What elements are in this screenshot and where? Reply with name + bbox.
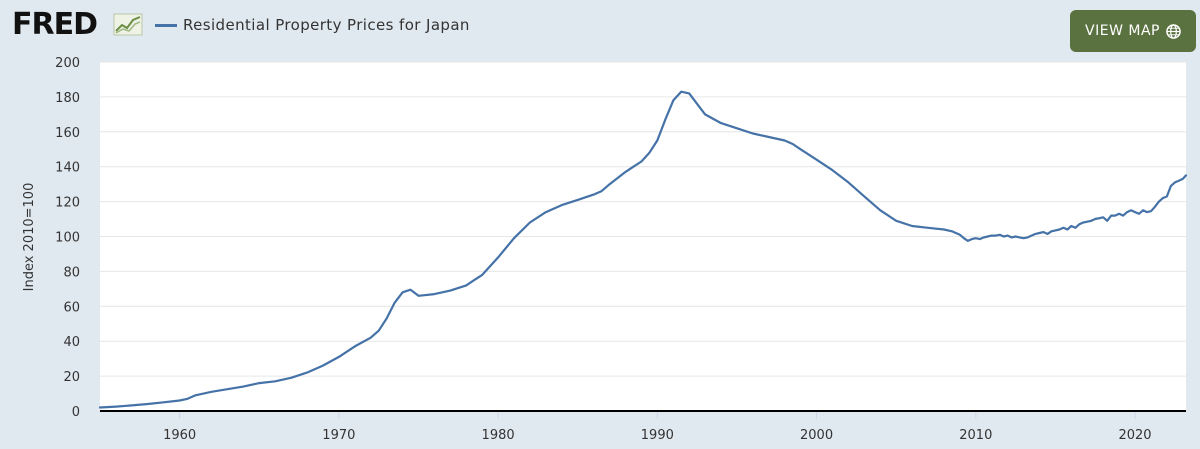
x-axis-ticks: 1960 1970 1980 1990 2000 2010 2020 xyxy=(163,411,1152,443)
y-tick-label: 80 xyxy=(63,265,80,280)
x-tick-label: 2020 xyxy=(1118,428,1151,443)
header: FRED Residential Property Prices for Jap… xyxy=(0,0,1200,60)
y-tick-label: 60 xyxy=(63,300,80,315)
legend-label: Residential Property Prices for Japan xyxy=(183,16,470,34)
line-graph-icon xyxy=(113,13,143,36)
view-map-button[interactable]: VIEW MAP xyxy=(1070,10,1196,52)
x-tick-label: 1960 xyxy=(163,428,196,443)
y-tick-label: 20 xyxy=(63,370,80,385)
x-tick-label: 1970 xyxy=(322,428,355,443)
y-tick-label: 0 xyxy=(72,405,80,420)
y-axis-title: Index 2010=100 xyxy=(22,183,37,292)
x-tick-label: 2000 xyxy=(800,428,833,443)
y-tick-label: 180 xyxy=(55,91,80,106)
legend-swatch xyxy=(155,23,177,27)
x-tick-label: 1990 xyxy=(641,428,674,443)
y-tick-label: 40 xyxy=(63,335,80,350)
y-axis-ticks: 0 20 40 60 80 100 120 140 160 180 200 xyxy=(55,56,80,420)
grid-lines xyxy=(100,61,1186,377)
view-map-label: VIEW MAP xyxy=(1085,23,1160,39)
y-tick-label: 200 xyxy=(55,56,80,71)
chart-legend: Residential Property Prices for Japan xyxy=(155,15,470,35)
x-tick-label: 2010 xyxy=(959,428,992,443)
y-tick-label: 160 xyxy=(55,126,80,141)
fred-logo[interactable]: FRED xyxy=(12,7,98,42)
y-tick-label: 120 xyxy=(55,196,80,211)
x-tick-label: 1980 xyxy=(482,428,515,443)
y-tick-label: 100 xyxy=(55,231,80,246)
globe-icon xyxy=(1166,23,1181,39)
series-line-residential-property-prices[interactable] xyxy=(98,90,1188,409)
y-tick-label: 140 xyxy=(55,161,80,176)
